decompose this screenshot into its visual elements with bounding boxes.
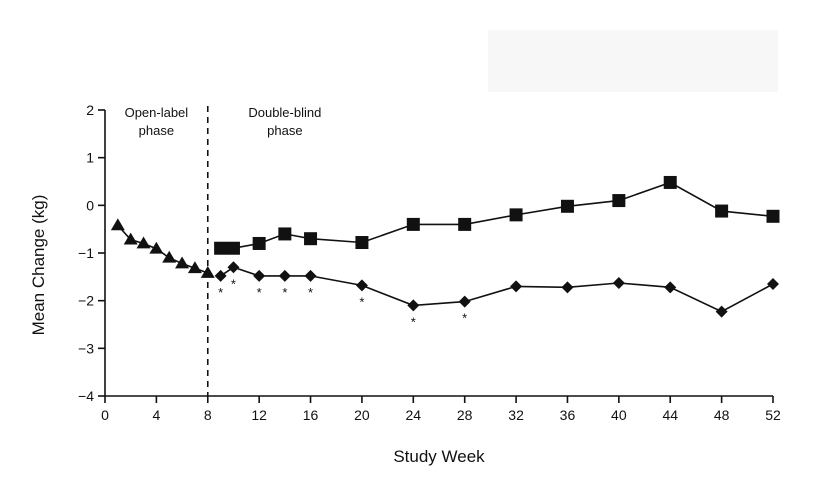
x-tick-label: 0 — [101, 407, 109, 423]
square-marker — [612, 194, 626, 208]
diamond-marker — [767, 277, 779, 290]
x-tick-label: 24 — [406, 407, 422, 423]
significance-star: * — [218, 285, 223, 300]
y-axis-title: Mean Change (kg) — [29, 195, 48, 336]
x-tick-label: 4 — [152, 407, 160, 423]
diamond-marker — [253, 269, 266, 282]
y-tick-label: 1 — [86, 150, 94, 166]
square-marker — [766, 209, 780, 223]
diamond-marker — [715, 305, 728, 318]
series-square — [214, 175, 780, 255]
x-tick-label: 40 — [611, 407, 627, 423]
diamond-marker — [304, 269, 317, 282]
y-tick-label: −2 — [78, 293, 94, 309]
triangle-marker — [162, 250, 177, 263]
square-marker — [458, 217, 472, 231]
diamond-marker — [510, 280, 523, 293]
x-tick-label: 20 — [354, 407, 370, 423]
x-tick-label: 32 — [508, 407, 524, 423]
triangle-marker — [200, 266, 215, 278]
square-marker — [715, 204, 729, 218]
significance-star: * — [231, 276, 236, 291]
y-tick-label: 0 — [86, 197, 94, 213]
square-marker — [226, 241, 240, 255]
x-tick-label: 12 — [251, 407, 267, 423]
square-marker — [304, 232, 318, 246]
x-tick-label: 8 — [204, 407, 212, 423]
significance-star: * — [257, 285, 262, 300]
x-tick-label: 28 — [457, 407, 473, 423]
diamond-marker — [355, 279, 368, 292]
y-tick-label: −4 — [78, 388, 94, 404]
x-tick-label: 44 — [662, 407, 678, 423]
triangle-marker — [123, 232, 138, 245]
x-tick-label: 48 — [714, 407, 730, 423]
y-tick-label: −1 — [78, 245, 94, 261]
diamond-marker — [458, 295, 471, 308]
triangle-marker — [149, 241, 164, 254]
square-marker — [663, 175, 677, 189]
square-marker — [214, 241, 228, 255]
square-marker — [509, 208, 523, 222]
triangle-marker — [110, 218, 125, 231]
triangle-marker — [187, 261, 202, 274]
significance-star: * — [359, 294, 364, 309]
square-marker — [278, 227, 292, 241]
significance-star: * — [411, 314, 416, 329]
y-tick-label: −3 — [78, 340, 94, 356]
diamond-marker — [612, 277, 625, 290]
square-marker — [560, 199, 574, 213]
y-ticks: −4 −3 −2 −1 0 1 2 — [78, 102, 105, 404]
series-triangle — [110, 218, 215, 278]
open-label-annotation: Open-label — [125, 105, 189, 120]
diamond-marker — [664, 281, 677, 294]
x-tick-label: 36 — [560, 407, 576, 423]
triangle-marker — [136, 236, 151, 249]
open-label-phase-annotation: phase — [139, 123, 174, 138]
square-marker — [355, 236, 369, 250]
square-marker — [406, 217, 420, 231]
axes — [104, 110, 773, 397]
triangle-marker — [175, 256, 190, 269]
diamond-marker — [278, 269, 291, 282]
double-blind-annotation: Double-blind — [248, 105, 321, 120]
significance-star: * — [308, 285, 313, 300]
diamond-marker — [214, 269, 227, 282]
x-tick-label: 16 — [303, 407, 319, 423]
x-tick-label: 52 — [765, 407, 781, 423]
x-axis-title: Study Week — [393, 447, 485, 466]
series-layer: * * * * * * * * — [110, 175, 780, 329]
y-tick-label: 2 — [86, 102, 94, 118]
series-line — [220, 266, 774, 313]
diamond-marker — [561, 281, 574, 294]
significance-star: * — [462, 311, 467, 326]
square-marker — [252, 236, 266, 250]
double-blind-phase-annotation: phase — [267, 123, 302, 138]
diamond-marker — [227, 261, 240, 274]
series-line — [220, 181, 774, 249]
background-patch — [488, 30, 778, 92]
significance-star: * — [282, 285, 287, 300]
x-ticks: 0 4 8 12 16 20 24 28 32 36 40 44 48 52 — [101, 396, 781, 423]
diamond-marker — [407, 299, 420, 312]
series-diamond: * * * * * * * * — [214, 261, 779, 329]
